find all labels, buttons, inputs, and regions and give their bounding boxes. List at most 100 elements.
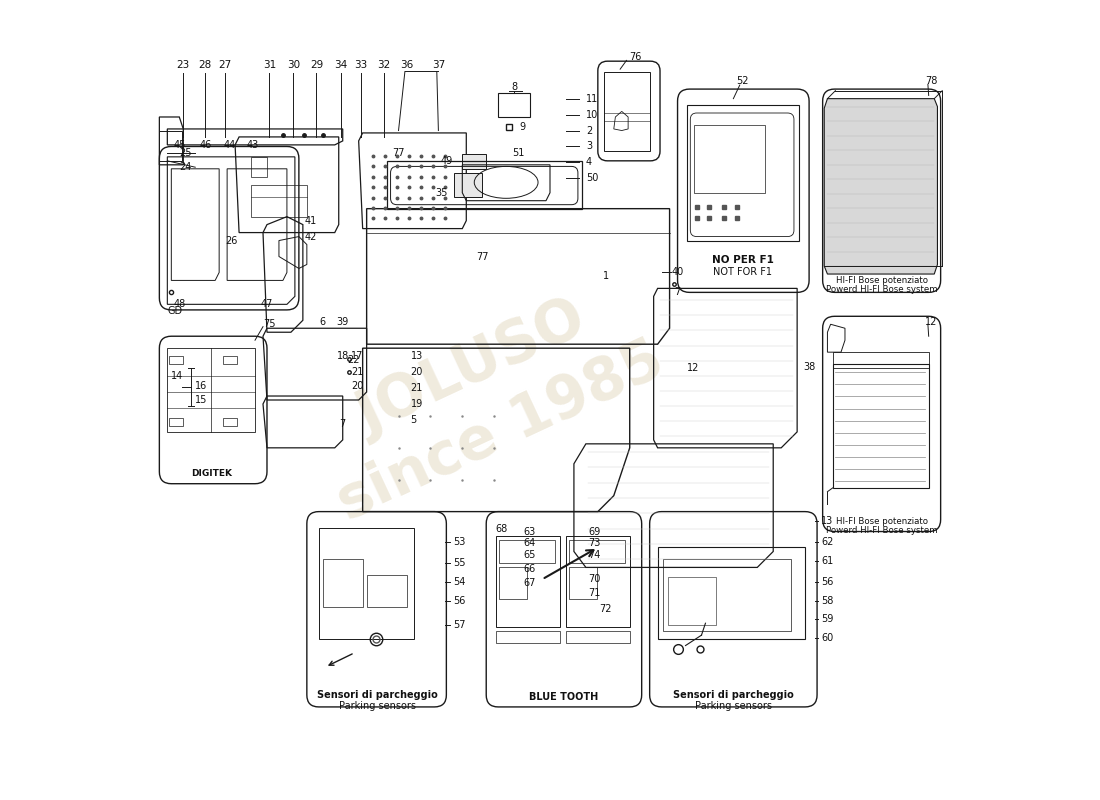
Text: 76: 76 — [629, 52, 641, 62]
Text: 67: 67 — [524, 578, 536, 588]
Text: 24: 24 — [179, 162, 191, 172]
Text: 57: 57 — [453, 620, 465, 630]
Bar — [688, 105, 799, 241]
Text: 13: 13 — [821, 516, 834, 526]
Text: 69: 69 — [588, 526, 601, 537]
Bar — [167, 348, 255, 432]
Text: HI-FI Bose potenziato: HI-FI Bose potenziato — [836, 517, 927, 526]
Text: 64: 64 — [524, 538, 536, 549]
Text: NOT FOR F1: NOT FOR F1 — [714, 267, 772, 278]
Text: 19: 19 — [410, 399, 422, 409]
Text: 22: 22 — [346, 355, 360, 365]
Text: 33: 33 — [354, 60, 367, 70]
Polygon shape — [824, 98, 937, 274]
Text: 46: 46 — [199, 140, 211, 150]
Text: 13: 13 — [410, 351, 422, 361]
Text: 77: 77 — [476, 251, 488, 262]
Text: 53: 53 — [453, 537, 465, 547]
Text: 17: 17 — [351, 351, 363, 361]
Text: Sensori di parcheggio: Sensori di parcheggio — [673, 690, 794, 700]
Bar — [604, 71, 650, 151]
Text: 42: 42 — [305, 231, 317, 242]
Text: 77: 77 — [393, 148, 405, 158]
Text: 26: 26 — [224, 235, 238, 246]
Text: 36: 36 — [400, 60, 414, 70]
Text: 25: 25 — [179, 148, 191, 158]
Bar — [693, 125, 766, 193]
Text: 34: 34 — [334, 60, 348, 70]
Text: 15: 15 — [195, 395, 208, 405]
Bar — [565, 631, 629, 643]
Bar — [658, 547, 805, 639]
Bar — [668, 577, 716, 625]
Bar — [569, 567, 597, 599]
Text: BLUE TOOTH: BLUE TOOTH — [529, 691, 598, 702]
Bar — [169, 418, 184, 426]
Text: 38: 38 — [803, 362, 816, 371]
Bar — [565, 535, 629, 627]
Bar — [454, 173, 482, 197]
Bar — [160, 130, 182, 161]
Bar — [663, 559, 791, 631]
Bar — [498, 93, 530, 117]
Text: 62: 62 — [821, 537, 834, 547]
Bar — [833, 352, 928, 368]
Text: GD: GD — [167, 306, 183, 316]
Text: 48: 48 — [174, 299, 186, 310]
Text: 70: 70 — [588, 574, 601, 584]
Text: 66: 66 — [524, 564, 536, 574]
Text: 68: 68 — [496, 524, 508, 534]
Text: 2: 2 — [586, 126, 592, 135]
Text: NO PER F1: NO PER F1 — [712, 254, 774, 265]
Text: 21: 21 — [351, 367, 363, 377]
Text: 7: 7 — [340, 419, 345, 429]
Bar — [462, 154, 486, 169]
Text: 16: 16 — [195, 382, 208, 391]
Text: 59: 59 — [821, 614, 834, 624]
Text: 43: 43 — [248, 140, 260, 150]
Bar — [319, 527, 415, 639]
Bar — [251, 157, 267, 177]
Text: Sensori di parcheggio: Sensori di parcheggio — [317, 690, 438, 700]
Text: Powerd HI-FI Bose system: Powerd HI-FI Bose system — [826, 526, 937, 535]
Text: 49: 49 — [440, 156, 453, 166]
Text: 6: 6 — [320, 317, 326, 327]
Text: 21: 21 — [410, 383, 422, 393]
Text: Parking sensors: Parking sensors — [339, 701, 416, 711]
Text: 27: 27 — [218, 60, 231, 70]
Text: 30: 30 — [287, 60, 300, 70]
Text: 73: 73 — [588, 538, 601, 549]
Text: 72: 72 — [600, 604, 612, 614]
Text: 45: 45 — [174, 140, 186, 150]
Text: 51: 51 — [512, 148, 525, 158]
Text: 40: 40 — [671, 267, 684, 278]
Text: 7: 7 — [674, 287, 681, 298]
Text: 5: 5 — [410, 415, 417, 425]
Text: 65: 65 — [524, 550, 536, 561]
Text: 31: 31 — [263, 60, 276, 70]
Bar — [169, 356, 184, 364]
Text: 74: 74 — [588, 550, 601, 561]
Bar — [569, 539, 625, 563]
Text: 44: 44 — [223, 140, 235, 150]
Text: 12: 12 — [925, 317, 937, 327]
Text: 28: 28 — [198, 60, 211, 70]
Text: DIGITEK: DIGITEK — [190, 469, 232, 478]
Text: Parking sensors: Parking sensors — [695, 701, 772, 711]
Text: 56: 56 — [821, 577, 834, 586]
Text: 3: 3 — [586, 142, 592, 151]
Text: 63: 63 — [524, 526, 536, 537]
Text: Powerd HI-FI Bose system: Powerd HI-FI Bose system — [826, 286, 937, 294]
Text: 61: 61 — [821, 556, 834, 566]
Text: 60: 60 — [821, 633, 834, 642]
Text: 14: 14 — [170, 371, 184, 381]
Text: 75: 75 — [263, 319, 276, 330]
Text: 4: 4 — [586, 158, 592, 167]
Text: 23: 23 — [177, 60, 190, 70]
Text: 37: 37 — [432, 60, 446, 70]
Text: 56: 56 — [453, 596, 465, 606]
Text: 29: 29 — [310, 60, 323, 70]
Text: 20: 20 — [351, 381, 363, 390]
Text: 50: 50 — [586, 174, 598, 183]
Text: 55: 55 — [453, 558, 465, 569]
